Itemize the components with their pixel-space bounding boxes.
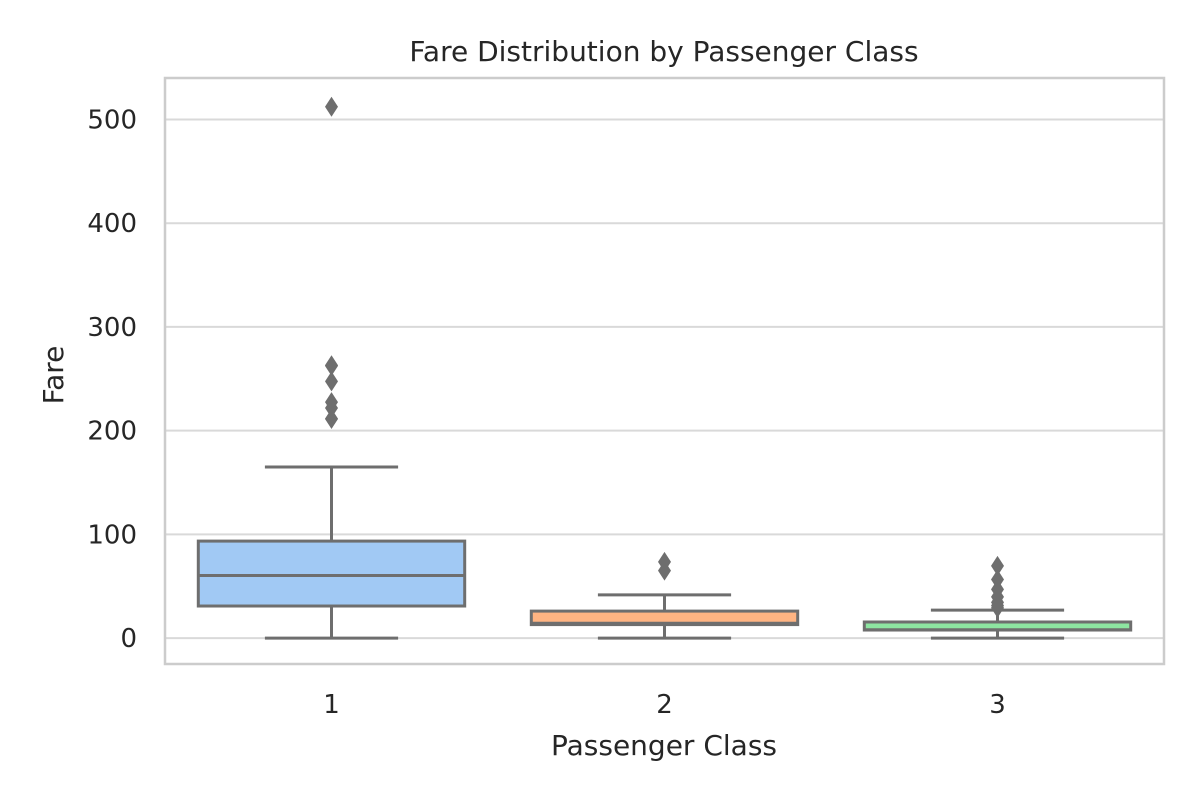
x-tick-label: 1 [323, 690, 340, 720]
y-axis-ticks: 0 100 200 300 400 500 [87, 105, 137, 654]
outlier-point [325, 96, 338, 117]
outlier-point [325, 392, 338, 413]
boxes [196, 96, 1133, 640]
y-tick-label: 100 [87, 520, 137, 550]
x-tick-label: 3 [989, 690, 1006, 720]
y-tick-label: 300 [87, 313, 137, 343]
y-axis-title: Fare [37, 346, 70, 405]
outlier-point [325, 355, 338, 376]
box-iqr [196, 539, 467, 608]
outlier-point [325, 408, 338, 429]
outlier-point [991, 555, 1004, 576]
box-group-class-2 [529, 551, 800, 640]
y-tick-label: 500 [87, 105, 137, 135]
outlier-point [658, 551, 671, 572]
box-group-class-3 [862, 555, 1133, 640]
x-axis-title: Passenger Class [551, 729, 777, 762]
y-tick-label: 400 [87, 209, 137, 239]
chart-title: Fare Distribution by Passenger Class [409, 35, 918, 68]
y-tick-label: 0 [120, 624, 137, 654]
x-tick-label: 2 [656, 690, 673, 720]
plot-frame [163, 76, 1166, 666]
outlier-point [991, 569, 1004, 590]
y-tick-label: 200 [87, 417, 137, 447]
box-group-class-1 [196, 96, 467, 640]
x-axis-ticks: 1 2 3 [323, 690, 1006, 720]
outlier-point [325, 371, 338, 392]
